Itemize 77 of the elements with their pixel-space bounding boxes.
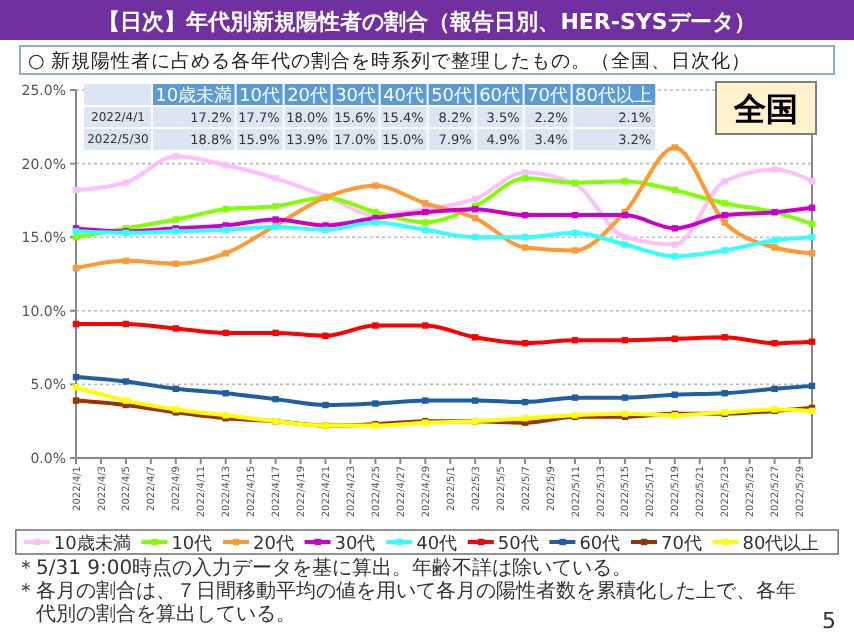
annotation: 全国 — [732, 90, 798, 128]
point — [422, 200, 429, 207]
point — [72, 397, 80, 404]
text: ＊5/31 9:00時点の入力データを基に算出。年齢不詳は除いている。 — [16, 556, 633, 580]
legend-label: 40代 — [416, 533, 458, 555]
point — [721, 390, 728, 397]
annotation: 30代 — [335, 85, 377, 107]
point — [222, 206, 229, 213]
point — [222, 226, 229, 234]
point — [272, 175, 279, 182]
point — [671, 253, 678, 260]
point — [808, 250, 816, 257]
legend-label: 10代 — [171, 533, 213, 555]
point — [172, 260, 179, 267]
annotation: 70代 — [527, 85, 569, 107]
point — [122, 378, 130, 385]
point — [172, 216, 179, 223]
point — [272, 203, 279, 210]
point — [222, 250, 229, 257]
annotation: 40代 — [383, 85, 425, 107]
point — [671, 225, 678, 232]
point — [372, 219, 379, 226]
annotation: 50代 — [431, 85, 473, 107]
legend-label: 50代 — [497, 533, 539, 555]
annotation: 60代 — [479, 85, 521, 107]
point — [272, 395, 279, 403]
point — [422, 219, 429, 226]
point — [721, 219, 728, 226]
annotation: 10歳未満 — [155, 85, 233, 107]
point — [771, 339, 778, 347]
point — [222, 390, 229, 397]
text: 5 — [822, 608, 836, 634]
point — [771, 236, 778, 244]
point — [521, 244, 529, 251]
point — [72, 384, 80, 391]
legend-label: 30代 — [334, 533, 376, 555]
annotation: 20代 — [287, 85, 329, 107]
legend-label: 70代 — [661, 533, 702, 555]
point — [372, 322, 379, 329]
point — [322, 401, 329, 409]
point — [721, 200, 728, 207]
point — [621, 241, 629, 248]
point — [122, 397, 130, 404]
point — [471, 397, 479, 404]
point — [272, 216, 279, 223]
point — [172, 325, 179, 332]
annotation: 80代以上 — [574, 85, 652, 107]
point — [721, 211, 728, 219]
point — [721, 247, 728, 254]
legend-label: 10歳未満 — [53, 533, 131, 555]
point — [771, 166, 778, 173]
point — [422, 397, 429, 404]
annotation: 10代 — [239, 85, 281, 107]
point — [272, 329, 279, 337]
point — [322, 226, 329, 234]
legend-label: 20代 — [253, 533, 294, 555]
legend-label: 60代 — [579, 533, 621, 555]
point — [671, 241, 678, 248]
chart-subtitle: ○ 新規陽性者に占める各年代の割合を時系列で整理したもの。（全国、日次化） — [28, 49, 751, 73]
chart-title: 【日次】年代別新規陽性者の割合（報告日別、HER-SYSデータ） — [98, 9, 756, 35]
legend-label: 80代以上 — [742, 533, 820, 555]
point — [571, 394, 579, 401]
point — [721, 334, 728, 341]
point — [671, 144, 678, 151]
point — [372, 400, 379, 407]
point — [222, 161, 229, 169]
text: ＊各月の割合は、７日間移動平均の値を用いて各月の陽性者数を累積化した上で、各年代別の割合を算出している。 — [16, 579, 796, 626]
point — [621, 394, 629, 401]
point — [322, 332, 329, 340]
point — [771, 244, 778, 251]
point — [771, 385, 778, 393]
point — [372, 182, 379, 189]
point — [521, 175, 529, 182]
point — [222, 329, 229, 337]
point — [571, 247, 579, 254]
point — [422, 322, 429, 329]
point — [721, 178, 728, 185]
